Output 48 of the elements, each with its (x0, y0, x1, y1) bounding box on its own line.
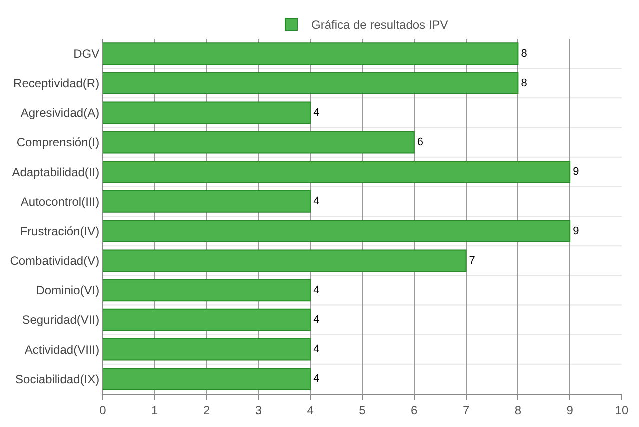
x-tick-label: 5 (359, 403, 366, 418)
bar (103, 42, 519, 65)
data-label: 6 (417, 136, 424, 149)
y-tick-label: Agresividad(A) (20, 106, 100, 120)
data-label: 9 (573, 225, 580, 238)
x-tick-label: 6 (411, 403, 418, 418)
data-label: 4 (314, 284, 320, 296)
bar (103, 190, 312, 213)
bar (103, 131, 415, 154)
x-tick-label: 8 (514, 403, 522, 418)
y-tick-label: Receptividad(R) (14, 76, 100, 91)
data-label: 8 (521, 77, 528, 90)
bar (103, 250, 467, 272)
bar (103, 160, 571, 184)
bar (103, 338, 312, 361)
x-tick-label: 0 (100, 403, 107, 418)
y-tick-label: Autocontrol(III) (20, 194, 100, 209)
data-label: 8 (521, 48, 528, 60)
y-tick-label: DGV (74, 46, 100, 61)
bar (103, 102, 312, 124)
x-tick-label: 9 (566, 403, 574, 418)
y-tick-label: Sociabilidad(IX) (16, 372, 100, 386)
data-label: 4 (314, 344, 320, 356)
bar (103, 279, 312, 302)
data-label: 4 (314, 106, 320, 119)
data-label: 7 (469, 254, 476, 267)
bar (103, 308, 312, 332)
x-tick-label: 1 (152, 403, 159, 418)
y-tick-label: Comprensión(I) (16, 136, 100, 150)
x-tick-label: 7 (462, 403, 470, 418)
bar (103, 220, 571, 242)
y-tick-label: Seguridad(VII) (22, 313, 100, 328)
data-label: 4 (314, 314, 320, 326)
x-tick-label: 3 (255, 403, 262, 418)
bar (103, 368, 312, 390)
y-tick-label: Actividad(VIII) (24, 342, 100, 357)
x-tick-label: 4 (307, 403, 314, 418)
x-tick-label: 10 (615, 403, 629, 418)
y-tick-label: Adaptabilidad(II) (12, 165, 100, 180)
data-label: 4 (314, 196, 320, 208)
x-tick-label: 2 (203, 403, 210, 418)
legend-label: Gráfica de resultados IPV (312, 18, 448, 32)
data-label: 4 (314, 373, 320, 386)
y-tick-label: Frustración(IV) (20, 224, 100, 238)
bar (103, 72, 519, 95)
y-tick-label: Dominio(VI) (36, 284, 100, 298)
y-tick-label: Combatividad(V) (10, 254, 100, 268)
data-label: 9 (573, 166, 580, 178)
